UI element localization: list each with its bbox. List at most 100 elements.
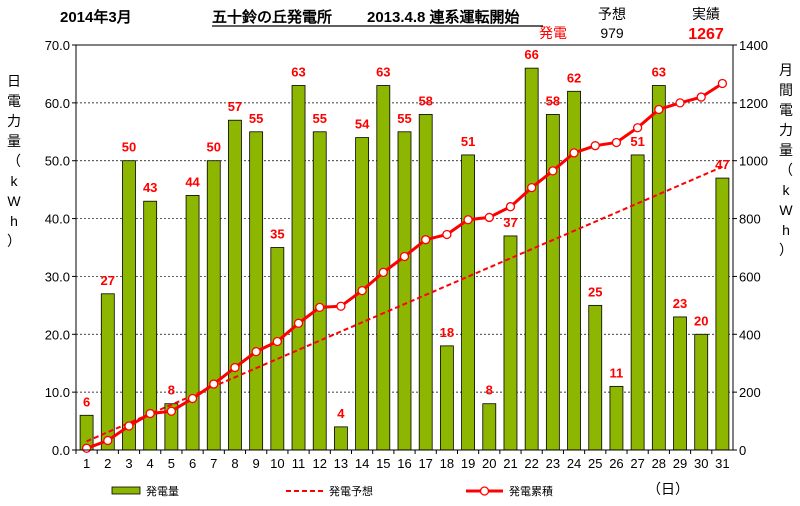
left-tick-label: 50.0	[45, 154, 70, 169]
legend-bar-label: 発電量	[146, 484, 179, 498]
bar-value-label: 50	[207, 140, 221, 155]
bar	[524, 67, 539, 451]
x-tick-label: 5	[168, 456, 175, 471]
axis-label-char: 量	[779, 142, 793, 158]
left-tick-label: 30.0	[45, 269, 70, 284]
cumulative-point	[293, 318, 304, 328]
bar-value-label: 18	[440, 325, 454, 340]
bar-value-label: 37	[503, 215, 517, 230]
legend-bar-swatch	[111, 486, 141, 495]
x-axis: 1 2 3 4 5 6 7 8 9 10 11 12 13 14 15 16 17 18 19 20 21 22 23 24 2…	[75, 450, 730, 471]
start-note: 2013.4.8 連系運転開始	[367, 8, 520, 26]
bar	[439, 345, 454, 451]
x-tick-label: 14	[355, 456, 369, 471]
forecast-value: 979	[600, 25, 624, 41]
x-tick-label: 20	[482, 456, 496, 471]
cumulative-point	[569, 148, 579, 158]
x-tick-label: 3	[125, 456, 132, 471]
x-tick-label: 25	[588, 456, 602, 471]
right-axis: 0 200 400 600 800 1000 1200 1400	[733, 38, 768, 458]
x-tick-label: 12	[312, 456, 326, 471]
bar	[461, 154, 475, 451]
axis-label-char: h	[10, 213, 18, 229]
axis-label-char: ）	[7, 233, 21, 249]
cumulative-point	[442, 229, 452, 240]
axis-label-char: 電	[7, 93, 21, 109]
bar	[651, 85, 666, 451]
bar-value-label: 20	[694, 313, 708, 328]
x-tick-label: 19	[461, 456, 475, 471]
bar-value-label: 6	[83, 394, 90, 409]
cumulative-point	[230, 362, 240, 373]
right-tick-label: 200	[739, 385, 761, 400]
x-tick-label: 28	[652, 456, 666, 471]
cumulative-point	[505, 202, 516, 212]
cumulative-point	[315, 302, 325, 313]
cumulative-point	[590, 141, 600, 151]
header: 2014年3月 五十鈴の丘発電所 2013.4.8 連系運転開始 予想 実績 発…	[60, 6, 724, 43]
bar	[312, 131, 327, 451]
x-tick-label: 22	[524, 456, 538, 471]
axis-label-char: 日	[7, 73, 21, 89]
axis-label-char: ）	[779, 242, 793, 258]
x-tick-label: 1	[83, 456, 90, 471]
bar-value-label: 51	[461, 134, 475, 149]
axis-label-char: 力	[7, 113, 21, 129]
cumulative-point	[696, 92, 706, 102]
cumulative-point	[166, 406, 177, 416]
cumulative-point	[336, 301, 346, 311]
axis-label-char: （	[779, 162, 793, 178]
x-tick-label: 8	[231, 456, 238, 471]
axis-label-char: （	[7, 153, 21, 169]
cumulative-point	[463, 215, 473, 225]
bar-value-label: 63	[376, 65, 390, 80]
left-tick-label: 60.0	[45, 96, 70, 111]
bar-value-label: 63	[652, 65, 666, 80]
x-tick-label: 23	[546, 456, 560, 471]
axis-label-char: h	[782, 222, 790, 238]
x-tick-label: 7	[210, 456, 217, 471]
left-tick-label: 10.0	[45, 385, 70, 400]
axis-label-char: 月	[779, 62, 793, 78]
left-tick-label: 40.0	[45, 212, 70, 227]
axis-label-char: k	[11, 173, 19, 189]
bar	[545, 114, 560, 451]
bar	[567, 90, 581, 451]
bar-value-label: 8	[486, 383, 493, 398]
legend-forecast-label: 発電予想	[329, 484, 373, 498]
plant-title: 五十鈴の丘発電所	[212, 8, 332, 26]
bar	[694, 333, 709, 451]
bar	[715, 177, 730, 451]
bar-value-label: 58	[546, 93, 560, 108]
cumulative-point	[124, 421, 134, 431]
bar-value-label: 66	[524, 47, 538, 62]
right-tick-label: 1000	[739, 154, 768, 169]
bar	[397, 131, 412, 451]
x-tick-label: 10	[270, 456, 284, 471]
bar-value-label: 43	[143, 180, 157, 195]
bar-value-label: 27	[101, 273, 115, 288]
bar-value-label: 50	[122, 140, 136, 155]
x-tick-label: 16	[397, 456, 411, 471]
x-tick-label: 21	[503, 456, 517, 471]
month-title: 2014年3月	[60, 8, 132, 26]
bar-value-label: 54	[355, 117, 370, 132]
row-label: 発電	[539, 25, 567, 41]
actual-header: 実績	[692, 6, 720, 22]
bar	[503, 235, 518, 451]
cumulative-point	[272, 336, 282, 347]
x-tick-label: 29	[673, 456, 687, 471]
x-tick-label: 4	[147, 456, 154, 471]
bar-value-label: 4	[337, 406, 345, 421]
forecast-header: 予想	[598, 6, 626, 22]
right-tick-label: 400	[739, 327, 761, 342]
x-tick-label: 2	[104, 456, 111, 471]
bar-value-label: 63	[291, 65, 305, 80]
right-tick-label: 1200	[739, 96, 768, 111]
bar-value-label: 58	[418, 93, 432, 108]
left-axis: 0.0 10.0 20.0 30.0 40.0 50.0 60.0 70.0	[45, 38, 76, 458]
bar-value-label: 62	[567, 70, 581, 85]
left-tick-label: 20.0	[45, 327, 70, 342]
